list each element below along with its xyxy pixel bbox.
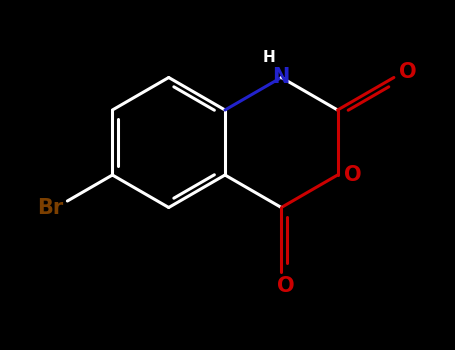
Text: Br: Br: [37, 198, 63, 218]
Text: H: H: [263, 50, 275, 65]
Text: O: O: [344, 165, 361, 185]
Text: O: O: [399, 63, 417, 83]
Text: O: O: [278, 276, 295, 296]
Text: N: N: [273, 68, 290, 88]
